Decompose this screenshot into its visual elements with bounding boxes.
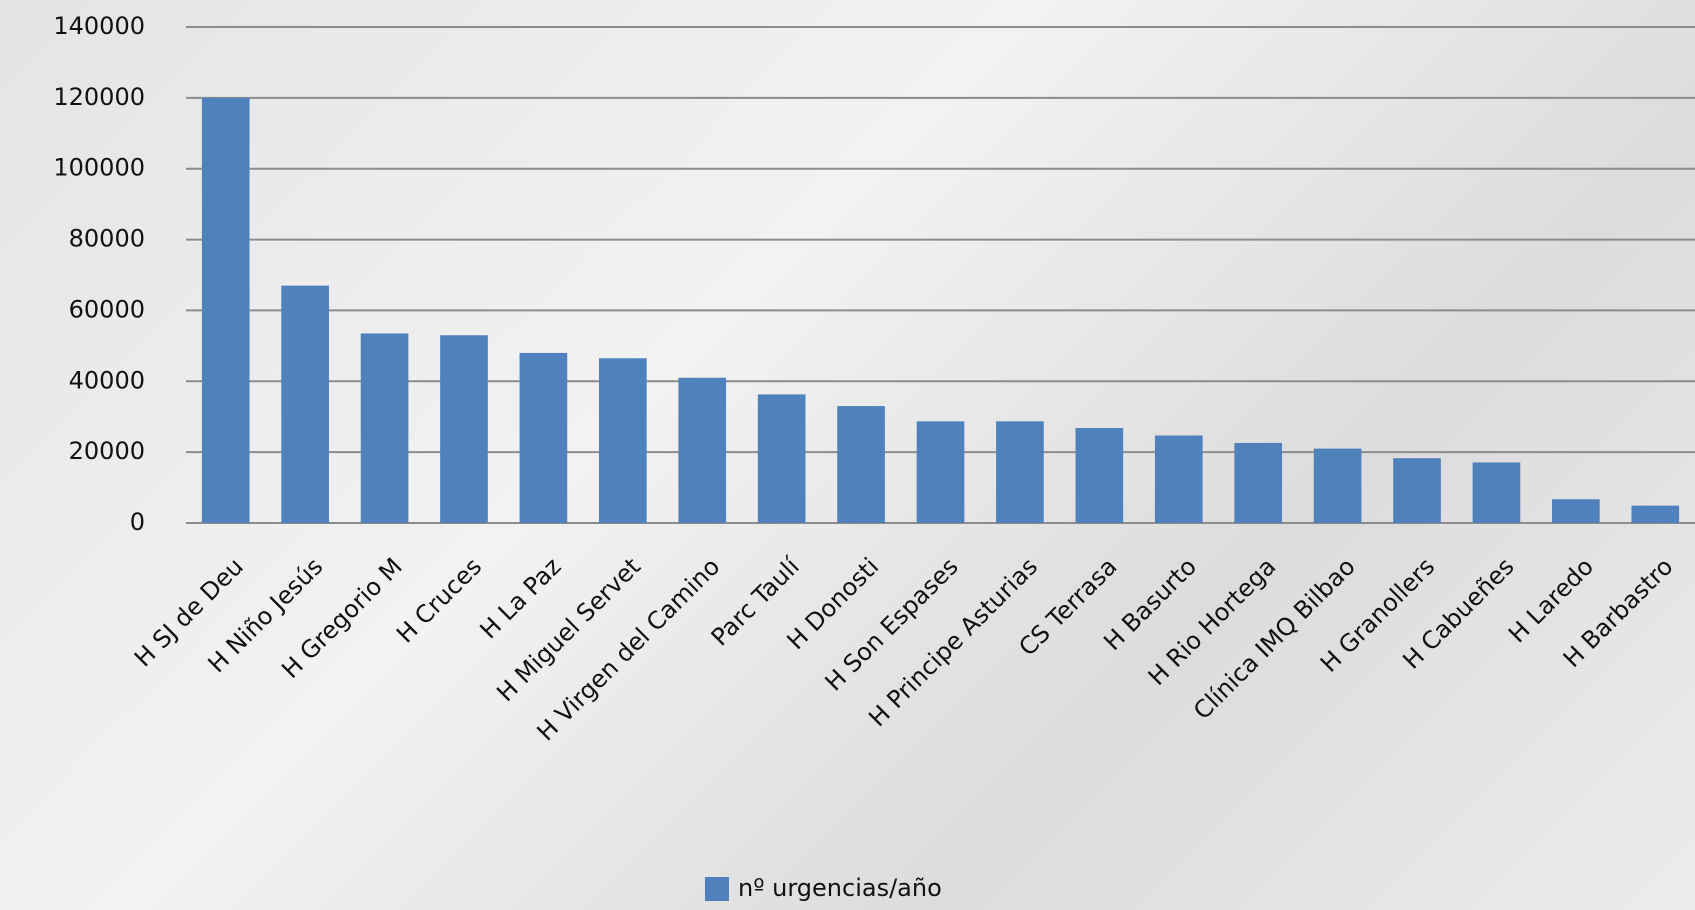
bar: [1313, 448, 1362, 523]
bar: [1075, 428, 1124, 523]
y-tick-label: 20000: [69, 437, 145, 465]
y-tick-label: 40000: [69, 366, 145, 394]
bar: [201, 97, 250, 523]
bar: [281, 285, 329, 523]
legend-label: nº urgencias/año: [738, 874, 942, 902]
bar: [519, 352, 568, 523]
y-tick-label: 80000: [69, 225, 145, 253]
x-tick-label: H Cruces: [391, 552, 487, 648]
x-tick-label: H Son Espases: [820, 552, 964, 696]
y-tick-label: 100000: [53, 154, 145, 182]
bar: [598, 358, 647, 523]
bar: [1393, 458, 1441, 523]
bar: [1154, 435, 1203, 523]
bar: [1631, 505, 1680, 523]
y-tick-label: 60000: [69, 295, 145, 323]
bar: [916, 421, 965, 523]
bar: [1472, 462, 1521, 523]
y-tick-label: 0: [130, 508, 145, 536]
y-tick-label: 120000: [53, 83, 145, 111]
bar: [757, 394, 806, 523]
bar: [837, 406, 885, 523]
bar: [440, 335, 488, 523]
bar: [1552, 499, 1600, 523]
bar: [996, 421, 1044, 523]
bar: [1234, 442, 1283, 523]
bar: [678, 377, 727, 523]
y-tick-label: 140000: [53, 12, 145, 40]
legend-swatch: [705, 877, 729, 901]
x-tick-label: H Miguel Servet: [491, 552, 646, 707]
bar: [360, 333, 409, 523]
